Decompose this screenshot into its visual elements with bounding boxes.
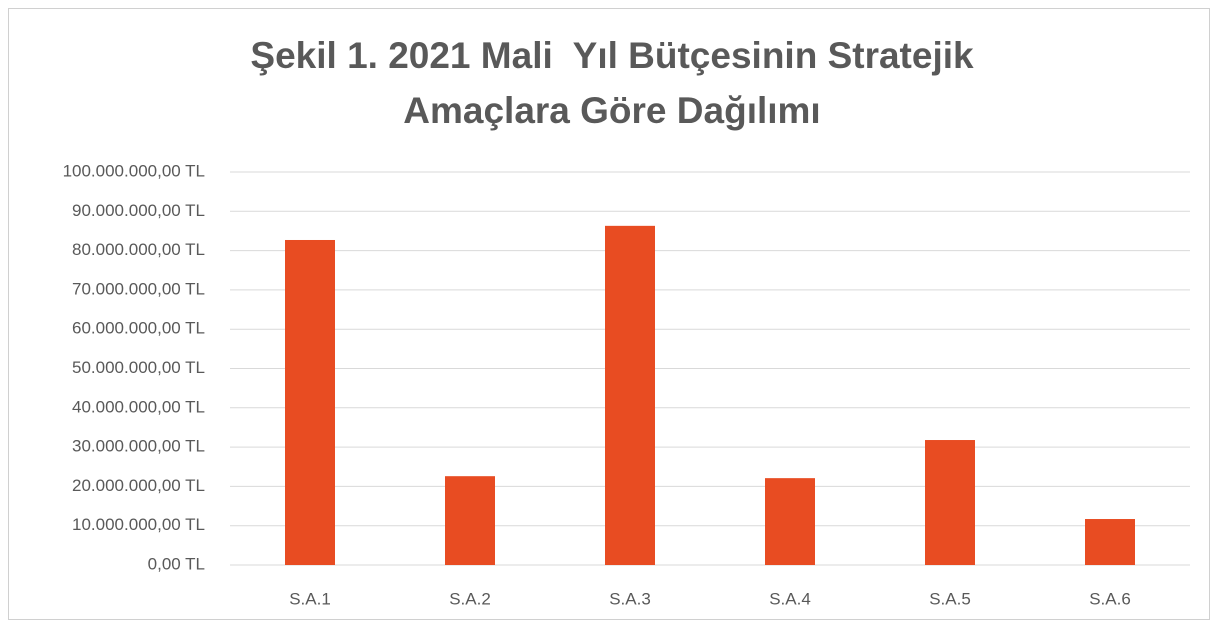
x-tick-label: S.A.1: [289, 589, 331, 608]
bar: [765, 478, 815, 565]
y-tick-label: 100.000.000,00 TL: [63, 161, 205, 180]
x-tick-label: S.A.6: [1089, 589, 1131, 608]
bar: [925, 440, 975, 565]
x-tick-label: S.A.3: [609, 589, 651, 608]
y-tick-label: 50.000.000,00 TL: [72, 358, 205, 377]
y-tick-label: 30.000.000,00 TL: [72, 437, 205, 456]
chart-title: Amaçlara Göre Dağılımı: [403, 90, 820, 131]
y-tick-label: 60.000.000,00 TL: [72, 319, 205, 338]
y-tick-label: 80.000.000,00 TL: [72, 240, 205, 259]
y-tick-label: 0,00 TL: [148, 554, 205, 573]
y-tick-label: 90.000.000,00 TL: [72, 201, 205, 220]
chart-title: Şekil 1. 2021 Mali Yıl Bütçesinin Strate…: [250, 35, 974, 76]
y-tick-label: 70.000.000,00 TL: [72, 279, 205, 298]
bar: [605, 225, 655, 565]
x-tick-label: S.A.2: [449, 589, 491, 608]
x-tick-label: S.A.5: [929, 589, 971, 608]
bar: [445, 476, 495, 565]
bar: [1085, 519, 1135, 565]
bar: [285, 239, 335, 565]
y-tick-label: 20.000.000,00 TL: [72, 476, 205, 495]
y-tick-label: 40.000.000,00 TL: [72, 397, 205, 416]
x-tick-label: S.A.4: [769, 589, 811, 608]
y-tick-label: 10.000.000,00 TL: [72, 515, 205, 534]
